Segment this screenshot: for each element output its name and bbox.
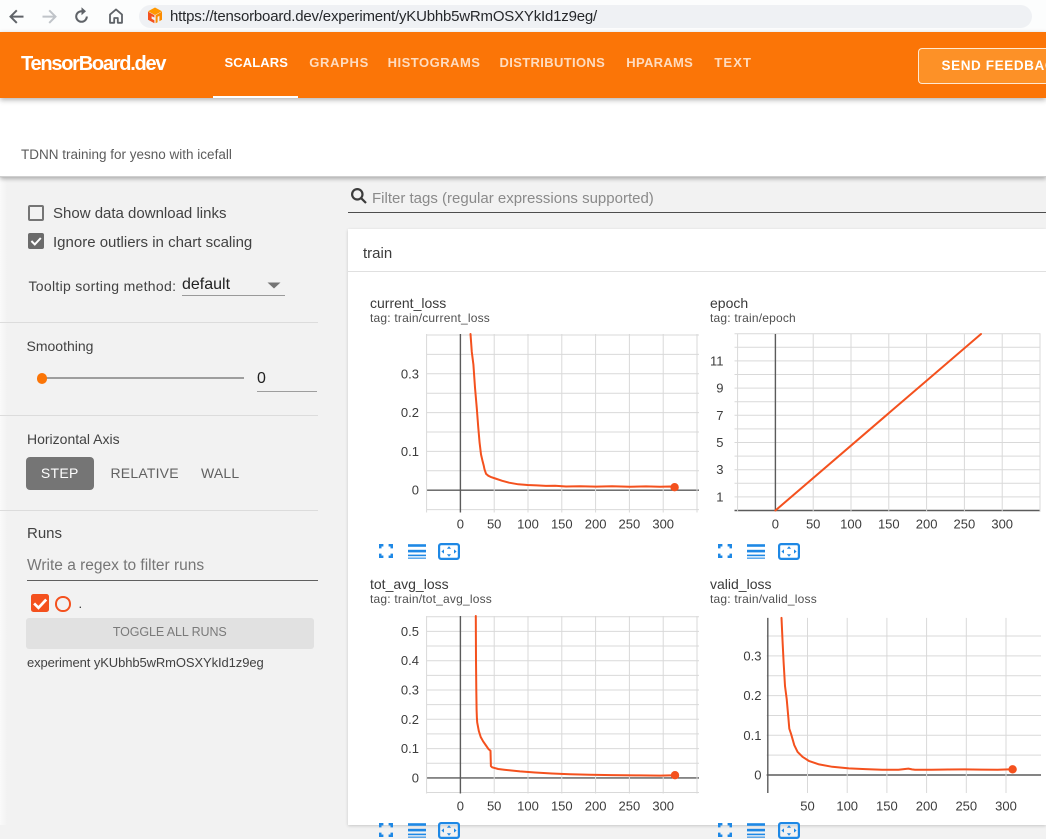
svg-text:100: 100 [517, 799, 539, 814]
svg-text:200: 200 [585, 799, 607, 814]
svg-text:0.3: 0.3 [743, 648, 761, 663]
svg-text:300: 300 [652, 799, 674, 814]
svg-text:0.2: 0.2 [401, 712, 419, 727]
svg-text:1: 1 [716, 489, 723, 504]
svg-text:50: 50 [487, 517, 501, 532]
svg-text:0: 0 [772, 517, 779, 532]
svg-text:300: 300 [995, 799, 1017, 814]
svg-text:50: 50 [487, 799, 501, 814]
svg-text:5: 5 [716, 435, 723, 450]
svg-text:0: 0 [412, 483, 419, 498]
svg-text:50: 50 [806, 517, 820, 532]
svg-text:11: 11 [710, 353, 724, 368]
svg-text:0.1: 0.1 [743, 728, 761, 743]
svg-text:250: 250 [955, 799, 977, 814]
svg-text:0: 0 [412, 770, 419, 785]
svg-text:0.5: 0.5 [401, 624, 419, 639]
svg-text:150: 150 [878, 517, 900, 532]
svg-text:250: 250 [619, 799, 641, 814]
svg-text:200: 200 [585, 517, 607, 532]
svg-text:0: 0 [754, 768, 761, 783]
svg-text:3: 3 [716, 462, 723, 477]
svg-text:300: 300 [991, 517, 1013, 532]
svg-text:150: 150 [876, 799, 898, 814]
svg-text:250: 250 [954, 517, 976, 532]
svg-text:9: 9 [716, 381, 723, 396]
svg-text:0.4: 0.4 [401, 653, 419, 668]
svg-text:300: 300 [652, 517, 674, 532]
svg-text:150: 150 [551, 517, 573, 532]
svg-text:0.2: 0.2 [401, 405, 419, 420]
svg-text:0.3: 0.3 [401, 366, 419, 381]
svg-text:200: 200 [916, 517, 938, 532]
svg-text:0: 0 [457, 799, 464, 814]
svg-text:0: 0 [457, 517, 464, 532]
svg-text:100: 100 [836, 799, 858, 814]
svg-text:250: 250 [619, 517, 641, 532]
svg-text:50: 50 [800, 799, 814, 814]
svg-text:150: 150 [551, 799, 573, 814]
svg-text:200: 200 [916, 799, 938, 814]
svg-text:0.1: 0.1 [401, 741, 419, 756]
svg-text:0.1: 0.1 [401, 444, 419, 459]
svg-text:100: 100 [517, 517, 539, 532]
svg-text:7: 7 [716, 408, 723, 423]
svg-text:100: 100 [840, 517, 862, 532]
svg-text:0.3: 0.3 [401, 683, 419, 698]
svg-text:0.2: 0.2 [743, 688, 761, 703]
